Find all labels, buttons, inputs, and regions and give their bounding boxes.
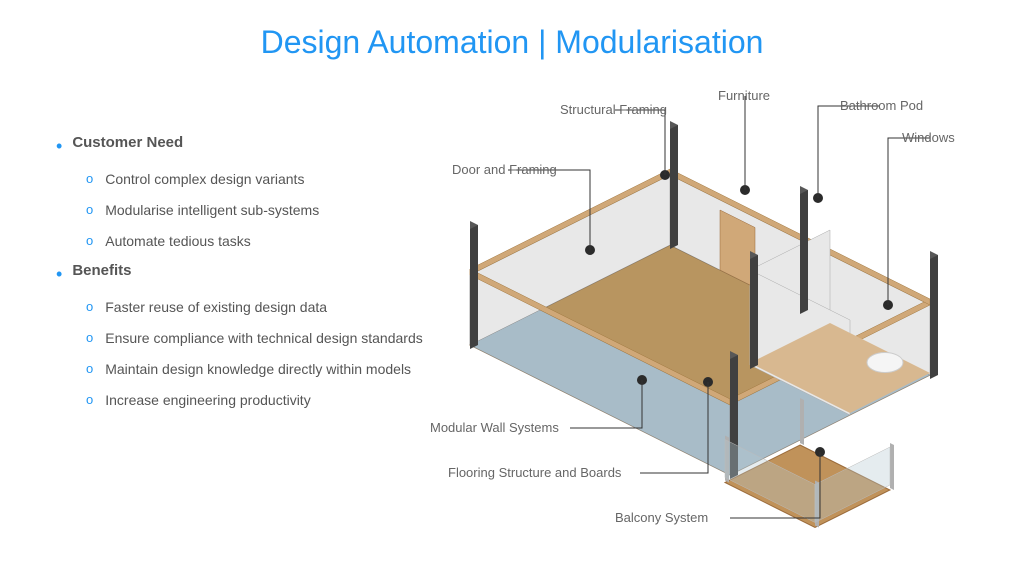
list-item: o Automate tedious tasks [86,231,456,252]
callout-windows: Windows [902,130,955,145]
text-content: • Customer Need o Control complex design… [56,128,456,421]
section-header-benefits: • Benefits [56,262,456,287]
sub-bullet-icon: o [86,390,93,410]
modular-building-diagram: Structural Framing Furniture Bathroom Pod W… [440,80,1000,560]
item-text: Faster reuse of existing design data [105,297,327,318]
list-item: o Maintain design knowledge directly wit… [86,359,456,380]
item-text: Automate tedious tasks [105,231,251,252]
callout-furniture: Furniture [718,88,770,103]
list-item: o Control complex design variants [86,169,456,190]
section-title: Benefits [72,262,131,279]
sub-bullet-icon: o [86,169,93,189]
list-item: o Ensure compliance with technical desig… [86,328,456,349]
callout-modular-wall: Modular Wall Systems [430,420,559,435]
sub-bullet-icon: o [86,359,93,379]
item-text: Ensure compliance with technical design … [105,328,423,349]
item-text: Increase engineering productivity [105,390,310,411]
sub-bullet-icon: o [86,297,93,317]
bullet-icon: • [56,134,62,159]
item-text: Modularise intelligent sub-systems [105,200,319,221]
callout-door-framing: Door and Framing [452,162,557,177]
list-item: o Faster reuse of existing design data [86,297,456,318]
sub-bullet-icon: o [86,231,93,251]
callout-bathroom-pod: Bathroom Pod [840,98,923,113]
page-title: Design Automation | Modularisation [0,24,1024,61]
callout-balcony: Balcony System [615,510,708,525]
callout-flooring: Flooring Structure and Boards [448,465,621,480]
bullet-icon: • [56,262,62,287]
section-title: Customer Need [72,134,183,151]
item-text: Maintain design knowledge directly withi… [105,359,411,380]
section-header-customer-need: • Customer Need [56,134,456,159]
item-text: Control complex design variants [105,169,304,190]
sub-bullet-icon: o [86,328,93,348]
isometric-illustration [440,80,1000,560]
callout-structural-framing: Structural Framing [560,102,667,117]
list-item: o Increase engineering productivity [86,390,456,411]
sub-bullet-icon: o [86,200,93,220]
list-item: o Modularise intelligent sub-systems [86,200,456,221]
